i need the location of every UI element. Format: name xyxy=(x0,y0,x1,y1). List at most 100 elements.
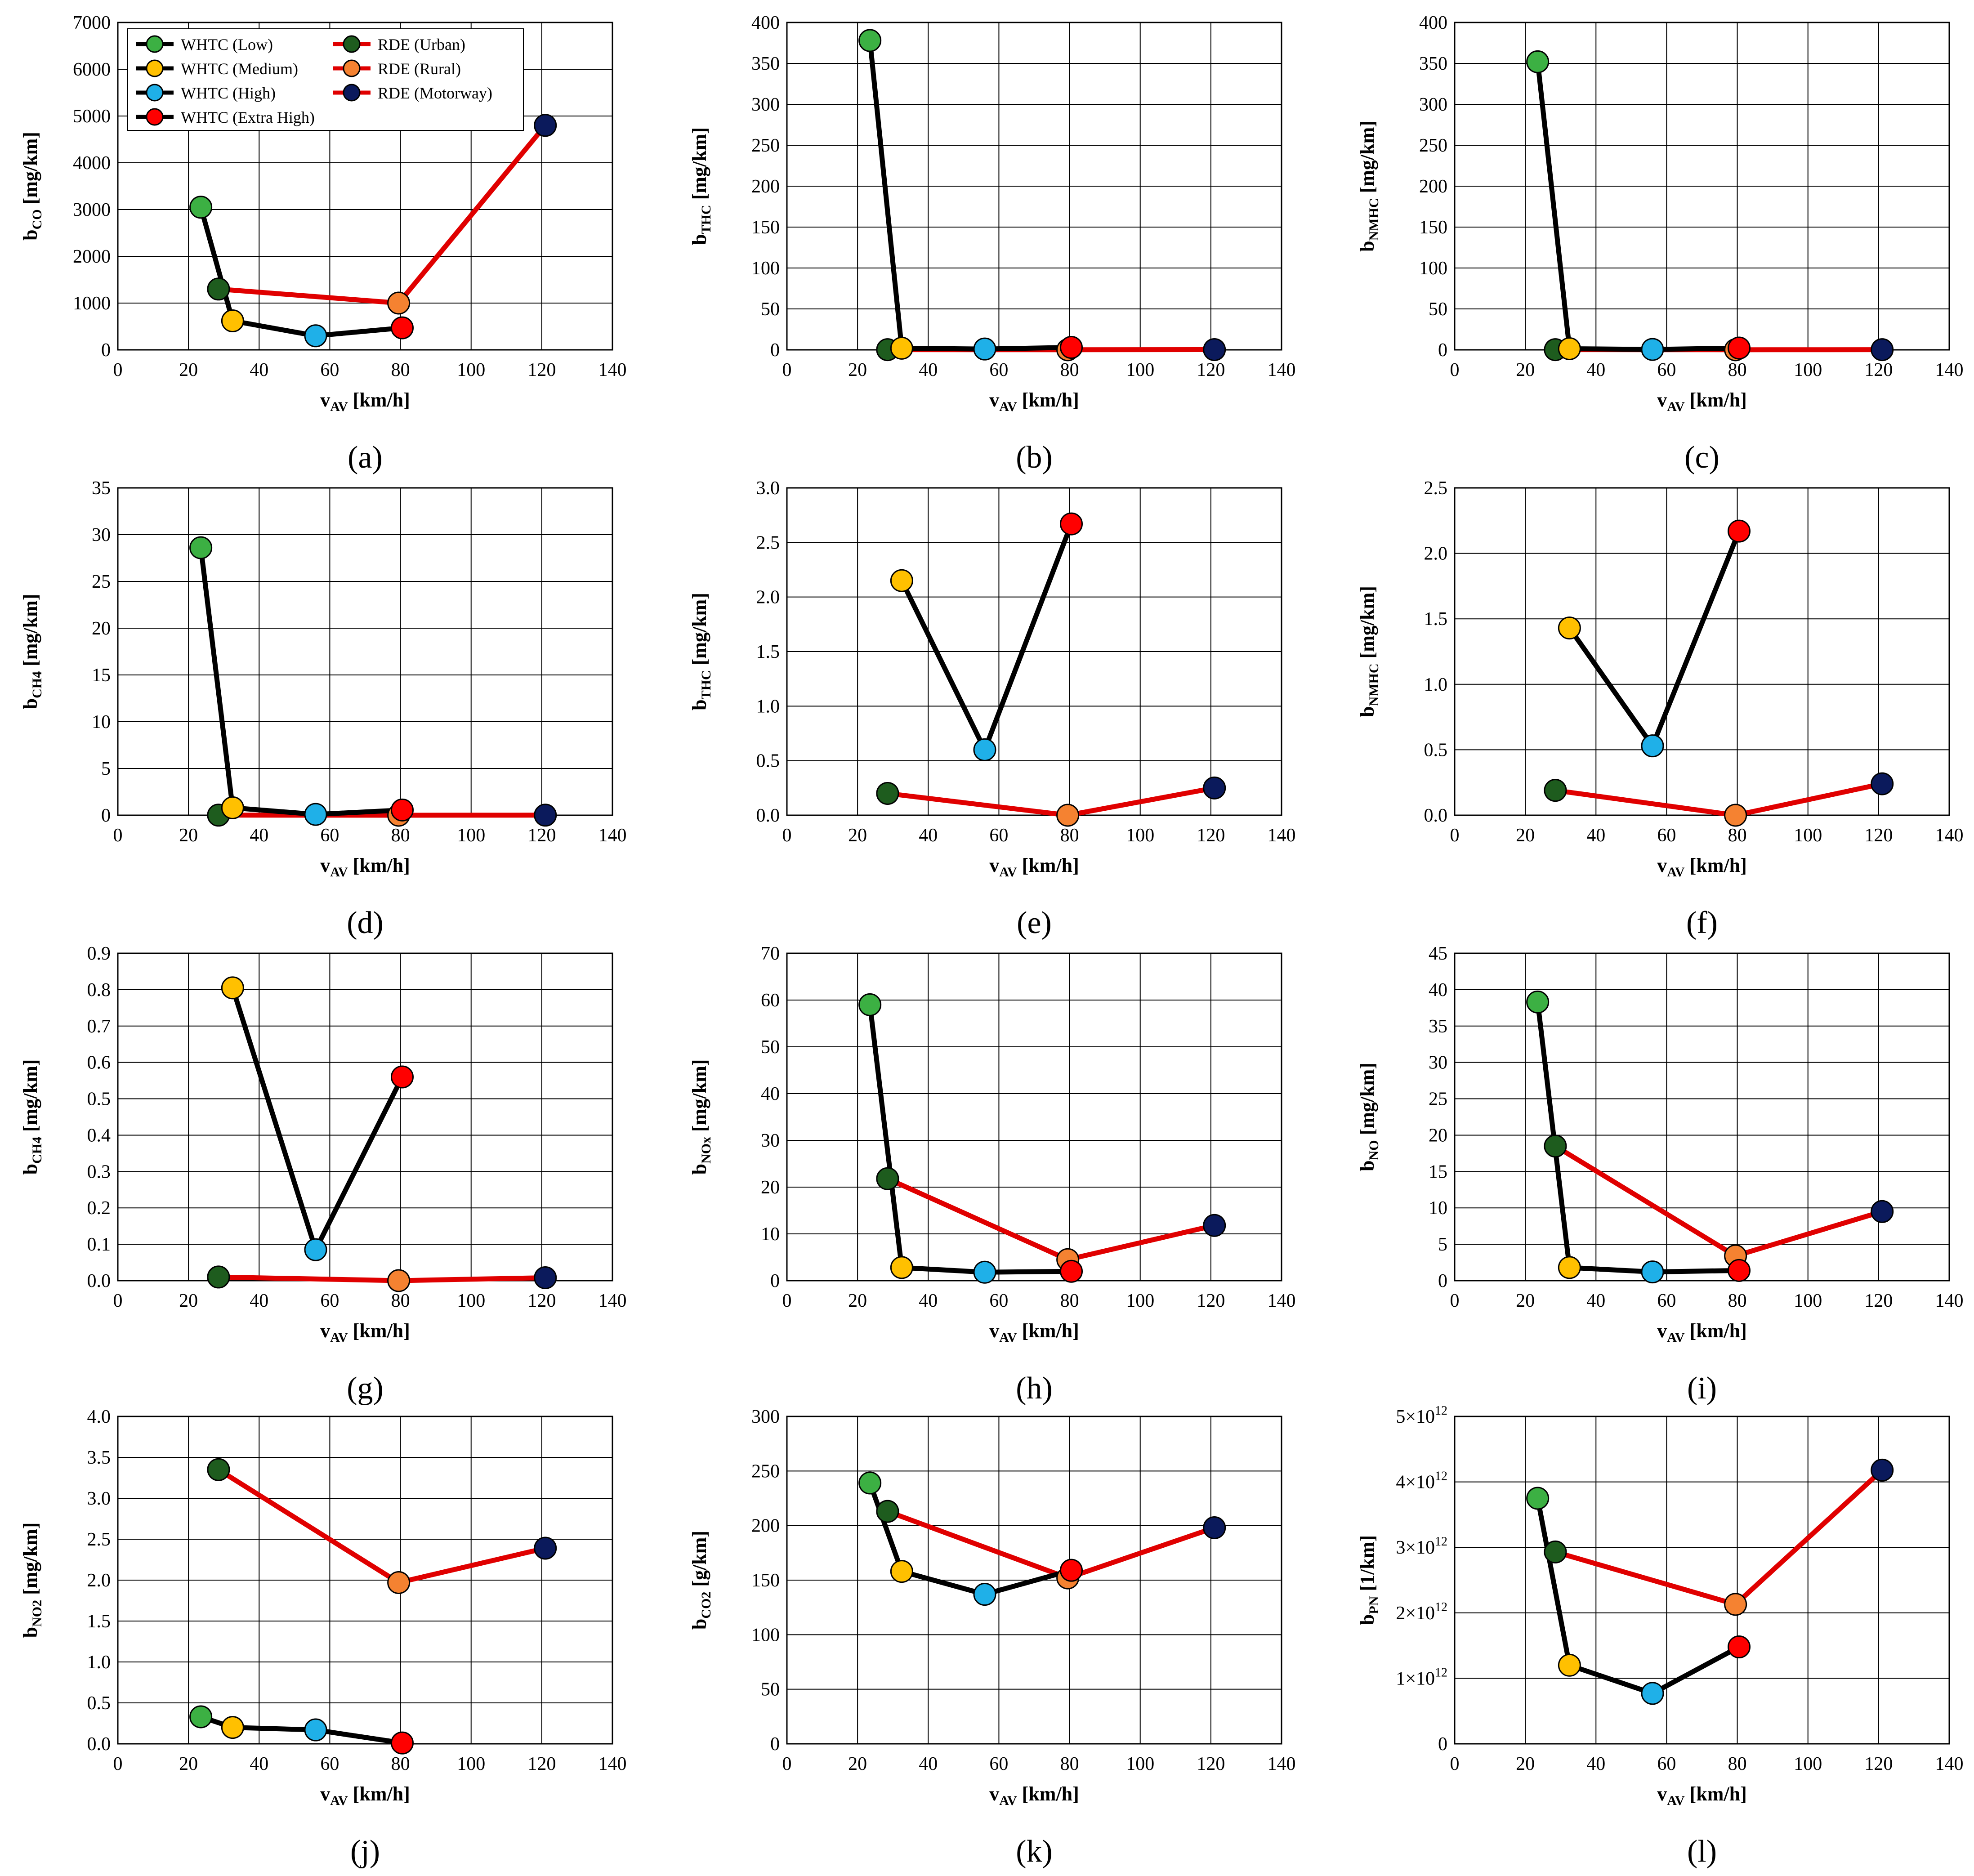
y-axis-label-sub: NOx xyxy=(699,1137,714,1164)
x-tick-label: 140 xyxy=(598,1291,627,1311)
x-tick-label: 140 xyxy=(598,360,627,380)
x-tick-label: 40 xyxy=(919,1754,938,1774)
x-tick-label: 0 xyxy=(1450,360,1460,380)
whtc-data-point xyxy=(391,1731,414,1755)
whtc-data-point xyxy=(890,1560,913,1583)
x-axis-label-sub: AV xyxy=(1667,1793,1685,1808)
y-tick-label: 2.5 xyxy=(756,532,780,553)
x-tick-label: 40 xyxy=(250,360,268,380)
panel-label: (f) xyxy=(1686,906,1718,940)
x-tick-label: 0 xyxy=(113,1754,123,1774)
x-tick-label: 100 xyxy=(1126,1754,1154,1774)
y-tick-label: 1×1012 xyxy=(1396,1666,1447,1689)
x-tick-label: 80 xyxy=(1728,1754,1747,1774)
y-tick-mantissa: 1×10 xyxy=(1396,1668,1435,1689)
chart-panel: 0 20 40 60 80 100 120 140 0 50 100 150 200 250 300 350 4… xyxy=(1356,13,1964,475)
x-axis-label-main: v xyxy=(989,1783,999,1805)
y-axis-label-unit: [mg/km] xyxy=(688,1059,710,1137)
x-tick-label: 0 xyxy=(1450,1754,1460,1774)
x-tick-label: 0 xyxy=(782,360,792,380)
y-tick-label: 0.1 xyxy=(87,1234,111,1255)
panel-label: (d) xyxy=(347,906,384,940)
x-tick-label: 40 xyxy=(1586,360,1605,380)
x-tick-label: 40 xyxy=(919,825,938,846)
x-tick-label: 20 xyxy=(179,1754,198,1774)
x-tick-label: 120 xyxy=(527,1291,556,1311)
x-tick-label: 0 xyxy=(113,825,123,846)
x-axis-label-unit: [km/h] xyxy=(1685,1783,1747,1805)
panel-label: (j) xyxy=(350,1834,380,1869)
x-axis-label-main: v xyxy=(1657,1783,1667,1805)
x-tick-label: 140 xyxy=(598,1754,627,1774)
y-tick-label: 30 xyxy=(92,525,111,545)
y-tick-label: 7000 xyxy=(73,13,111,33)
x-tick-label: 100 xyxy=(1794,360,1822,380)
legend-marker xyxy=(343,35,361,53)
y-tick-mantissa: 4×10 xyxy=(1396,1472,1435,1493)
x-tick-label: 40 xyxy=(250,1754,268,1774)
x-axis-label: vAV [km/h] xyxy=(989,1783,1079,1808)
plot-area xyxy=(1454,1416,1950,1745)
rde-data-point xyxy=(876,1167,899,1190)
rde-data-point xyxy=(1203,776,1226,800)
y-axis-label-sub: THC xyxy=(699,205,714,234)
x-axis-label-main: v xyxy=(320,1320,330,1342)
x-tick-label: 40 xyxy=(919,1291,938,1311)
y-axis-label-main: b xyxy=(1356,1614,1378,1625)
whtc-data-point xyxy=(391,1065,414,1089)
x-tick-label: 60 xyxy=(320,1754,339,1774)
rde-data-point xyxy=(1871,1458,1894,1482)
x-axis-label: vAV [km/h] xyxy=(1657,389,1747,414)
x-axis-label-main: v xyxy=(1657,389,1667,411)
whtc-data-point xyxy=(973,337,996,361)
legend-entry-label: RDE (Motorway) xyxy=(378,84,492,102)
y-tick-label: 0.0 xyxy=(1424,805,1448,826)
whtc-data-point xyxy=(391,316,414,339)
y-tick-label: 3.5 xyxy=(87,1447,111,1468)
panel-label: (i) xyxy=(1687,1371,1717,1406)
x-tick-label: 80 xyxy=(391,360,410,380)
x-tick-label: 20 xyxy=(1516,1754,1535,1774)
y-tick-exponent: 12 xyxy=(1435,1404,1447,1418)
x-tick-label: 80 xyxy=(1060,825,1079,846)
rde-data-point xyxy=(1871,1200,1894,1223)
y-tick-label: 0.5 xyxy=(756,751,780,772)
legend-marker xyxy=(146,108,164,126)
y-tick-label: 0.9 xyxy=(87,943,111,964)
x-tick-label: 60 xyxy=(989,1754,1008,1774)
y-tick-label: 100 xyxy=(751,258,780,279)
rde-data-point xyxy=(1544,1135,1567,1158)
x-axis-label-main: v xyxy=(320,1783,330,1805)
y-tick-label: 0.2 xyxy=(87,1198,111,1219)
x-tick-label: 80 xyxy=(1728,1291,1747,1311)
y-axis-label-main: b xyxy=(688,699,710,710)
x-tick-label: 100 xyxy=(1794,1754,1822,1774)
x-tick-label: 40 xyxy=(250,825,268,846)
y-axis-label-unit: [1/km] xyxy=(1356,1535,1378,1596)
whtc-data-point xyxy=(1060,336,1083,359)
whtc-series-line xyxy=(200,1714,403,1746)
whtc-data-point xyxy=(1526,990,1550,1014)
rde-data-point xyxy=(1203,1214,1226,1237)
x-axis-label: vAV [km/h] xyxy=(1657,1320,1747,1345)
whtc-data-point xyxy=(858,29,882,52)
y-tick-label: 300 xyxy=(1419,94,1447,115)
legend-box xyxy=(127,28,524,131)
y-tick-label: 150 xyxy=(751,1570,780,1591)
x-axis-label-main: v xyxy=(320,854,330,876)
whtc-data-point xyxy=(189,1705,213,1729)
y-tick-label: 5000 xyxy=(73,106,111,127)
x-tick-label: 20 xyxy=(848,1291,867,1311)
y-axis-label-unit: [g/km] xyxy=(688,1531,710,1592)
whtc-data-point xyxy=(1641,1260,1664,1284)
x-tick-label: 60 xyxy=(989,360,1008,380)
whtc-data-point xyxy=(1060,1260,1083,1283)
legend-marker xyxy=(146,84,164,102)
rde-data-point xyxy=(876,1500,899,1523)
x-tick-label: 100 xyxy=(1126,825,1154,846)
x-axis-label: vAV [km/h] xyxy=(320,854,410,880)
x-axis-label: vAV [km/h] xyxy=(989,1320,1079,1345)
y-tick-label: 0 xyxy=(770,340,780,361)
whtc-data-point xyxy=(1526,1487,1550,1510)
x-tick-label: 0 xyxy=(1450,1291,1460,1311)
